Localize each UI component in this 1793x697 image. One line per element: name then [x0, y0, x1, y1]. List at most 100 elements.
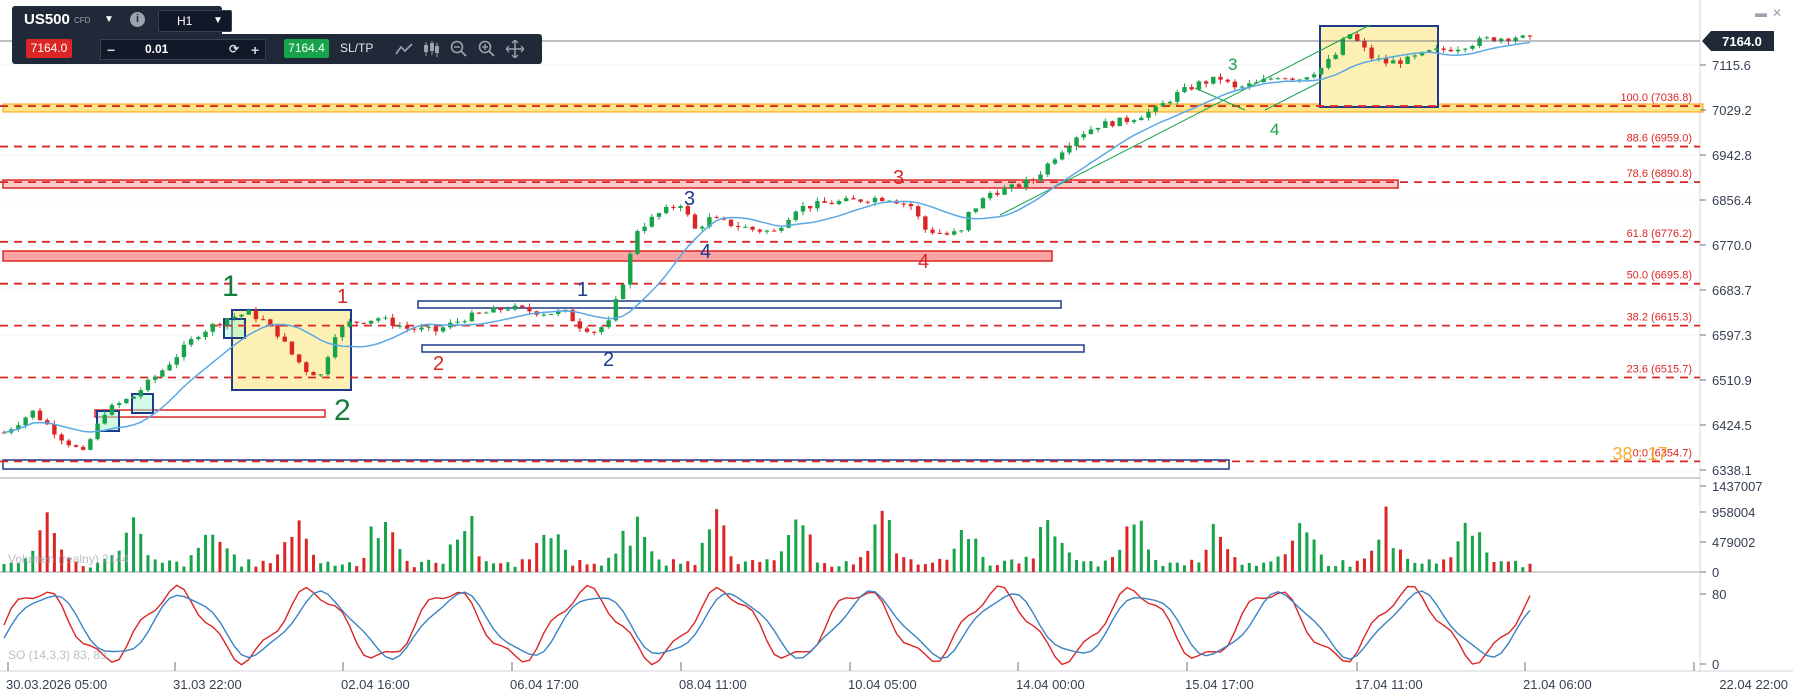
volume-bar: [268, 563, 272, 572]
red-zone-upper: [2, 179, 1399, 189]
volume-bar: [1168, 562, 1172, 572]
candle-body: [1304, 77, 1310, 80]
volume-bar: [1334, 566, 1338, 572]
volume-bar: [1384, 506, 1388, 572]
candle-body: [217, 324, 223, 326]
current-price-value: 7164.0: [1722, 34, 1762, 49]
refresh-icon[interactable]: ⟳: [229, 42, 240, 56]
volume-bar: [1434, 563, 1438, 572]
candle-body: [210, 324, 215, 332]
candle-body: [1167, 101, 1173, 104]
timeframe-select[interactable]: H1 ▼: [158, 10, 232, 32]
volume-bar: [1283, 554, 1287, 572]
close-icon[interactable]: ✕: [1772, 6, 1783, 20]
volume-bar: [1075, 560, 1079, 572]
decrease-quantity-button[interactable]: −: [107, 42, 116, 58]
volume-bar: [88, 567, 92, 572]
candle-body: [1160, 103, 1166, 107]
candle-body: [80, 446, 86, 450]
quantity-value[interactable]: 0.01: [145, 42, 169, 56]
volume-bar: [1298, 523, 1302, 572]
candle-body: [901, 203, 906, 205]
candle-body: [124, 398, 129, 404]
candle-body: [628, 253, 633, 285]
volume-tick-label: 958004: [1712, 505, 1755, 520]
volume-bar: [103, 558, 107, 572]
current-price-tag: 7164.0: [1702, 31, 1774, 51]
oscillator-tick-label: 80: [1712, 587, 1726, 602]
red-zone-middle: [2, 250, 1053, 262]
candle-body: [1225, 79, 1230, 82]
volume-bar: [218, 541, 222, 572]
time-tick-label: 21.04 06:00: [1523, 677, 1592, 692]
candle-body: [1513, 37, 1518, 41]
volume-bar: [355, 566, 359, 572]
candle-body: [1067, 146, 1072, 153]
volume-bar: [369, 526, 373, 572]
candle-body: [188, 339, 194, 345]
minimize-icon[interactable]: ▬: [1755, 6, 1767, 20]
candle-body: [1009, 184, 1014, 188]
line-chart-icon[interactable]: [395, 42, 413, 56]
candle-body: [1283, 78, 1288, 80]
volume-bar: [1139, 520, 1143, 572]
volume-bar: [1118, 549, 1122, 572]
volume-bar: [391, 532, 395, 572]
price-tick-label: 6424.5: [1712, 418, 1752, 433]
candle-body: [635, 231, 640, 254]
symbol-dropdown-icon[interactable]: ▼: [104, 14, 114, 25]
candle-body: [1391, 60, 1396, 64]
volume-bar: [1154, 560, 1158, 572]
candle-body: [347, 321, 352, 327]
candle-body: [1131, 120, 1137, 123]
candle-body: [714, 217, 719, 219]
volume-bar: [1398, 549, 1402, 572]
volume-bar: [837, 566, 841, 572]
candle-body: [937, 232, 942, 234]
candle-body: [1031, 179, 1036, 181]
symbol-name[interactable]: US500: [24, 11, 70, 28]
zoom-in-icon[interactable]: [478, 40, 496, 58]
candle-body: [368, 320, 374, 324]
volume-bar: [995, 565, 999, 572]
sell-price-button[interactable]: 7164.0: [26, 39, 72, 58]
increase-quantity-button[interactable]: +: [251, 42, 260, 58]
candle-body: [606, 320, 611, 328]
candle-body: [304, 362, 309, 373]
volume-bar: [563, 549, 567, 572]
volume-bar: [333, 565, 337, 572]
volume-bar: [707, 529, 711, 572]
sltp-button[interactable]: SL/TP: [340, 41, 374, 55]
candles-icon[interactable]: [422, 40, 440, 58]
candle-body: [872, 197, 878, 203]
candle-body: [793, 211, 798, 220]
crosshair-icon[interactable]: [506, 40, 524, 58]
candle-body: [311, 372, 316, 376]
candle-body: [1110, 121, 1115, 127]
volume-bar: [959, 529, 963, 572]
volume-bar: [571, 565, 575, 572]
candle-body: [1383, 58, 1389, 64]
quantity-stepper[interactable]: − 0.01 ⟳ +: [100, 39, 266, 60]
wave-label-green-1: 1: [222, 270, 239, 303]
volume-bar: [700, 542, 704, 572]
candle-body: [592, 331, 597, 333]
volume-bar: [628, 545, 632, 572]
candle-body: [1023, 179, 1029, 188]
candle-body: [671, 206, 676, 209]
volume-bar: [1355, 560, 1359, 572]
buy-price-button[interactable]: 7164.4: [284, 39, 329, 58]
volume-bar: [1082, 561, 1086, 572]
volume-bar: [168, 560, 172, 572]
volume-bar: [240, 566, 244, 572]
volume-bar: [412, 567, 416, 572]
candle-body: [1484, 37, 1490, 39]
volume-bar: [614, 553, 618, 572]
info-icon[interactable]: i: [130, 12, 145, 27]
candle-body: [685, 206, 691, 215]
volume-bar: [261, 560, 265, 572]
volume-bar: [549, 538, 553, 572]
volume-bar: [470, 515, 474, 572]
zoom-out-icon[interactable]: [450, 40, 468, 58]
